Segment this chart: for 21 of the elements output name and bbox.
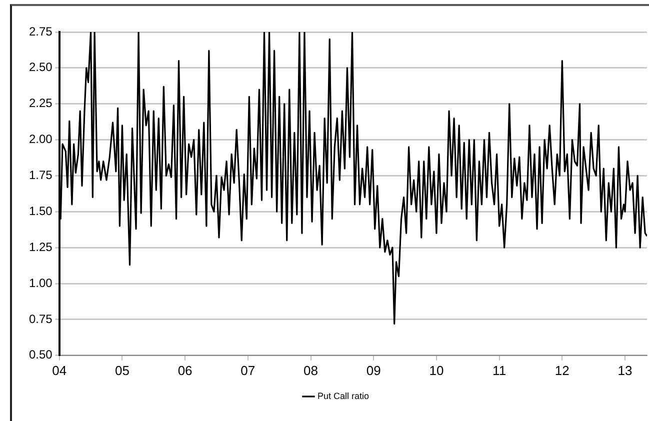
x-tick-label: 10: [429, 362, 444, 378]
y-tick-label: 2.75: [28, 24, 53, 38]
y-tick-label: 2.50: [28, 60, 53, 74]
x-tick-label: 07: [240, 362, 256, 378]
x-tick-label: 12: [554, 362, 570, 378]
x-tick-label: 09: [366, 362, 381, 378]
y-tick-label: 1.00: [28, 276, 53, 290]
y-tick-label: 0.75: [28, 312, 53, 326]
y-tick-label: 1.75: [28, 168, 53, 182]
x-tick-label: 11: [492, 362, 506, 378]
y-tick-label: 1.25: [28, 240, 53, 254]
x-tick-label: 04: [52, 362, 67, 378]
x-tick-label: 06: [178, 362, 192, 378]
y-tick-label: 2.00: [28, 132, 53, 146]
x-tick-label: 08: [304, 362, 318, 378]
legend-label: Put Call ratio: [317, 390, 370, 401]
x-tick-label: 05: [114, 362, 130, 378]
y-tick-label: 0.50: [28, 348, 53, 362]
y-tick-label: 1.50: [28, 204, 53, 218]
y-tick-label: 2.25: [28, 96, 53, 110]
x-tick-label: 13: [618, 362, 632, 378]
